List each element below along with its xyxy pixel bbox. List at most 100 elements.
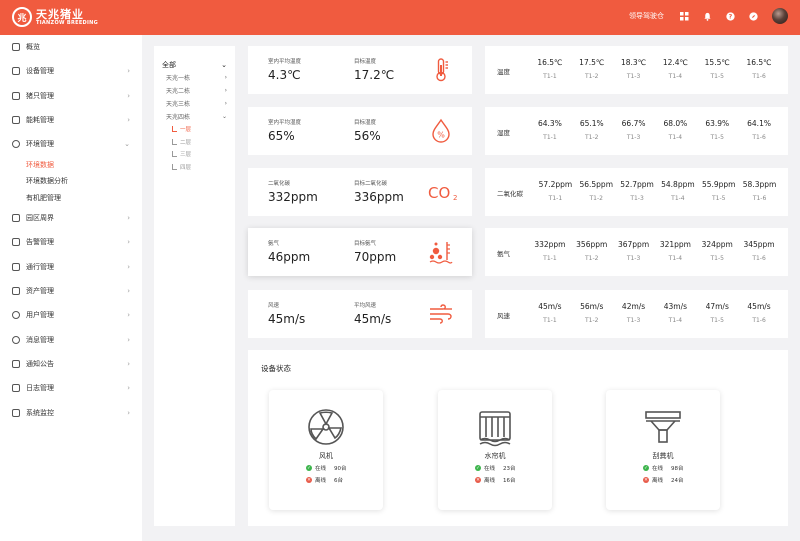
svg-text:%: % — [437, 131, 445, 140]
tree-root[interactable]: 全部 ⌄ — [162, 58, 227, 71]
avatar[interactable] — [772, 8, 788, 24]
offline-label: 离线 — [315, 478, 327, 484]
device-offline-stat: ✕ 离线 24台 — [643, 476, 684, 484]
sidebar-subitem-fertilizer[interactable]: 有机肥管理 — [26, 193, 61, 202]
tree-leaf-floor[interactable]: 三层 — [162, 148, 227, 161]
sensor-row-co2: 二氧化碳 57.2ppm T1-1 56.5ppm T1-2 52.7ppm T1-3… — [485, 168, 788, 216]
sidebar-item-access[interactable]: 通行管理 › — [0, 255, 142, 279]
tree-leaf-floor[interactable]: 一层 — [162, 123, 227, 136]
metric-card-temperature: 室内平均温度 4.3℃ 目标温度 17.2℃ — [248, 46, 472, 94]
chevron-right-icon: › — [127, 214, 130, 223]
device-status-title: 设备状态 — [261, 364, 291, 373]
sidebar-subitem-env-data[interactable]: 环境数据 — [26, 160, 54, 169]
sidebar-item-energy[interactable]: 能耗管理 › — [0, 108, 142, 132]
sidebar-item-perimeter[interactable]: 园区周界 › — [0, 206, 142, 230]
online-label: 在线 — [315, 466, 327, 472]
sensor-cell: 16.5℃ T1-1 — [529, 58, 571, 80]
sidebar-item-users[interactable]: 用户管理 › — [0, 303, 142, 327]
sensor-name: T1-5 — [710, 134, 724, 141]
tree-leaf-label: 二层 — [180, 139, 192, 146]
sensor-value: 15.5℃ — [704, 58, 730, 67]
sidebar-item-label: 猪只管理 — [26, 91, 54, 100]
database-icon — [12, 91, 20, 100]
sensor-value: 56m/s — [580, 302, 604, 311]
svg-text:CO: CO — [428, 184, 450, 202]
sidebar-item-label: 概览 — [26, 43, 40, 52]
sidebar-item-label: 能耗管理 — [26, 116, 54, 125]
sensor-cell: 12.4℃ T1-4 — [654, 58, 696, 80]
metric-target-value: 56% — [354, 129, 381, 143]
tree-node-building-expanded[interactable]: 天兆四栋 ⌄ — [162, 110, 227, 123]
device-card-fan[interactable]: 风机 ✓ 在线 90台 ✕ 离线 6台 — [269, 390, 383, 510]
sidebar-item-overview[interactable]: 概览 — [0, 35, 142, 59]
sidebar-item-devices[interactable]: 设备管理 › — [0, 59, 142, 83]
sensor-row-humidity: 湿度 64.3% T1-1 65.1% T1-2 66.7% T1-3 68.0% T1… — [485, 107, 788, 155]
sensor-name: T1-3 — [626, 134, 641, 141]
device-online-stat: ✓ 在线 90台 — [306, 464, 347, 472]
sidebar-item-label: 设备管理 — [26, 67, 54, 76]
metric-label: 二氧化碳 — [268, 181, 291, 187]
megaphone-icon — [12, 359, 20, 368]
sidebar-item-notices[interactable]: 通知公告 › — [0, 352, 142, 376]
chevron-right-icon: › — [127, 311, 130, 320]
sensor-cell: 47m/s T1-5 — [696, 302, 738, 324]
sensor-name: T1-2 — [585, 317, 599, 324]
sidebar-item-assets[interactable]: 资产管理 › — [0, 279, 142, 303]
device-card-water-curtain[interactable]: 水帘机 ✓ 在线 23台 ✕ 离线 16台 — [438, 390, 552, 510]
sidebar-item-logs[interactable]: 日志管理 › — [0, 376, 142, 400]
online-label: 在线 — [484, 466, 496, 472]
tree-node-building[interactable]: 天兆二栋 › — [162, 84, 227, 97]
compass-icon[interactable] — [749, 11, 758, 21]
metric-card-wind: 风速 45m/s 平均风速 45m/s — [248, 290, 472, 338]
chevron-right-icon: › — [224, 74, 227, 81]
sensor-name: T1-1 — [543, 317, 557, 324]
tree-node-building[interactable]: 天兆三栋 › — [162, 97, 227, 110]
sensor-cell: 52.7ppm T1-3 — [617, 180, 658, 202]
chevron-right-icon: › — [224, 87, 227, 94]
sensor-cell: 55.9ppm T1-5 — [698, 180, 739, 202]
apps-grid-icon[interactable] — [680, 11, 689, 21]
sensor-name: T1-5 — [710, 73, 724, 80]
sensor-name: T1-1 — [543, 134, 557, 141]
sidebar-item-label: 告警管理 — [26, 238, 54, 247]
sidebar-item-environment[interactable]: 环境管理 ⌄ — [0, 132, 142, 156]
chevron-right-icon: › — [127, 384, 130, 393]
sensor-cell: 16.5℃ T1-6 — [738, 58, 780, 80]
sensor-value: 54.8ppm — [661, 180, 695, 189]
perimeter-icon — [12, 214, 20, 223]
logo-subtitle: TIANZOW BREEDING — [36, 19, 99, 26]
sensor-cell: 324ppm T1-5 — [696, 240, 738, 262]
sidebar-item-label: 系统监控 — [26, 408, 54, 417]
offline-label: 离线 — [484, 478, 496, 484]
sensor-name: T1-6 — [752, 195, 767, 202]
tree-leaf-floor[interactable]: 四层 — [162, 161, 227, 174]
sidebar-item-label: 用户管理 — [26, 311, 54, 320]
sensor-cell: 42m/s T1-3 — [613, 302, 655, 324]
sensor-value: 55.9ppm — [701, 180, 736, 189]
sensor-value: 57.2ppm — [538, 180, 573, 189]
cockpit-link[interactable]: 领导驾驶仓 — [629, 12, 664, 20]
thermometer-icon — [428, 57, 454, 83]
sensor-name: T1-1 — [543, 255, 557, 262]
sidebar-item-messages[interactable]: 消息管理 › — [0, 327, 142, 351]
metric-target-label: 目标温度 — [354, 59, 377, 65]
device-card-manure-scraper[interactable]: 刮粪机 ✓ 在线 98台 ✕ 离线 24台 — [606, 390, 720, 510]
sensor-name: T1-4 — [668, 317, 683, 324]
tree-node-building[interactable]: 天兆一栋 › — [162, 71, 227, 84]
sensor-name: T1-3 — [626, 73, 641, 80]
metric-value: 65% — [268, 129, 295, 143]
offline-count: 16台 — [503, 478, 516, 484]
bell-icon[interactable] — [703, 12, 712, 21]
brand-logo[interactable]: 兆 天兆猪业 TIANZOW BREEDING — [12, 7, 98, 27]
log-icon — [12, 384, 20, 393]
sidebar-subitem-env-analysis[interactable]: 环境数据分析 — [26, 177, 68, 186]
tree-leaf-floor[interactable]: 二层 — [162, 136, 227, 149]
sidebar-item-monitor[interactable]: 系统监控 › — [0, 400, 142, 424]
sidebar-item-label: 消息管理 — [26, 335, 54, 344]
sensor-value: 16.5℃ — [537, 58, 563, 67]
help-icon[interactable]: ? — [726, 11, 735, 21]
sidebar-item-pigs[interactable]: 猪只管理 › — [0, 84, 142, 108]
sidebar-item-alarms[interactable]: 告警管理 › — [0, 230, 142, 254]
sensor-name: T1-6 — [752, 255, 766, 262]
building-tree: 全部 ⌄ 天兆一栋 › 天兆二栋 › 天兆三栋 › 天兆四栋 ⌄ 一层 二层 三层 四层 — [154, 46, 235, 526]
